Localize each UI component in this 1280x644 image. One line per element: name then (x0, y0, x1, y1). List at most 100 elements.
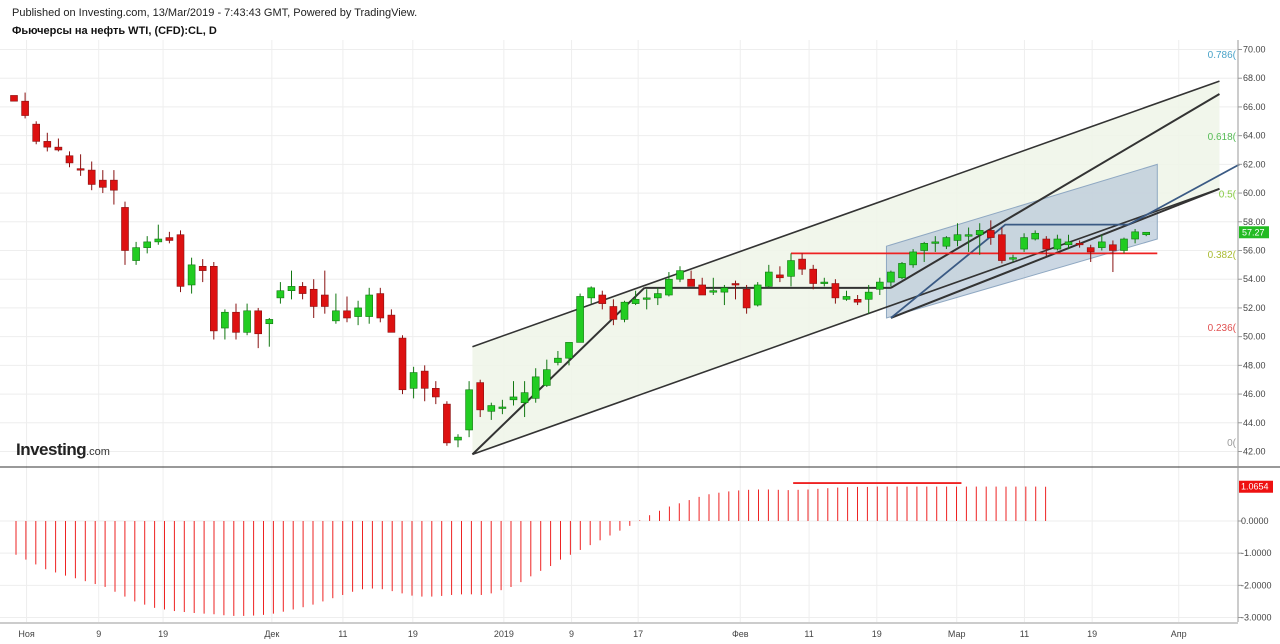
candle-body (431, 388, 440, 398)
oscillator-series (15, 482, 1047, 616)
candle-body (642, 297, 651, 300)
candle (1009, 254, 1017, 262)
candle (476, 379, 485, 418)
candle (354, 300, 362, 326)
time-tick-label: 17 (633, 629, 643, 639)
candle (676, 266, 684, 283)
candle (653, 287, 662, 306)
candle-body (1098, 241, 1106, 248)
fib-level-label: 0.5( (1219, 190, 1237, 201)
time-tick-label: Мар (948, 629, 966, 639)
candle-body (354, 307, 362, 317)
candle (776, 266, 784, 283)
candle-body (986, 230, 995, 238)
candle (831, 279, 840, 304)
candle-body (298, 286, 307, 294)
time-tick-label: 2019 (494, 629, 514, 639)
candle (742, 284, 751, 314)
candle (931, 236, 940, 252)
last-price-label: 57.27 (1242, 227, 1265, 237)
candle-body (875, 281, 884, 290)
candle-body (887, 271, 895, 283)
candle (875, 277, 884, 296)
candle-body (76, 168, 85, 171)
candle-body (620, 301, 629, 320)
candle-body (254, 310, 262, 335)
candle (431, 381, 440, 405)
time-tick-label: Дек (264, 629, 279, 639)
candle (820, 277, 829, 287)
candle (887, 270, 895, 287)
candle-body (1120, 238, 1128, 251)
candlestick-series (10, 92, 1150, 448)
candle-body (343, 310, 351, 319)
channel-line (472, 188, 1220, 456)
candle (232, 303, 240, 340)
candle (420, 365, 429, 402)
oscillator-tick-label: -2.0000 (1241, 580, 1272, 590)
channel-fill (472, 81, 1220, 455)
logo-suffix: .com (86, 446, 110, 458)
fibonacci-labels: 0.786(0.618(0.5(0.382(0.236(0( (1208, 50, 1237, 449)
candle-body (853, 299, 862, 303)
candle-body (265, 319, 274, 325)
price-tick-label: 44.00 (1243, 418, 1266, 428)
candle-body (376, 293, 385, 319)
candle (986, 220, 995, 245)
candle (587, 286, 596, 304)
candle-body (332, 310, 340, 322)
candle (243, 303, 251, 336)
candle-body (1053, 238, 1062, 250)
candle (609, 299, 618, 326)
candle (1042, 236, 1051, 257)
candle-body (731, 283, 740, 286)
candle-body (764, 271, 773, 287)
time-tick-label: 19 (158, 629, 168, 639)
candle-body (931, 241, 940, 244)
candle (687, 270, 695, 287)
candle-body (576, 296, 584, 343)
candle-body (176, 234, 185, 287)
candle (698, 277, 707, 296)
candle (298, 282, 307, 300)
price-tick-label: 70.00 (1243, 45, 1266, 55)
candle (909, 249, 917, 268)
candle (87, 161, 96, 191)
price-tick-label: 66.00 (1243, 102, 1266, 112)
candle-body (565, 342, 573, 359)
candle (554, 351, 562, 366)
candle-body (32, 123, 41, 142)
candle-body (443, 403, 451, 444)
candle-body (631, 299, 640, 304)
candle (132, 241, 140, 265)
candle (620, 300, 629, 323)
candle-body (365, 294, 374, 317)
candle (143, 236, 151, 254)
candle-body (476, 382, 485, 411)
candle (964, 227, 973, 252)
candle (1142, 231, 1150, 237)
candle (953, 223, 962, 247)
candle (287, 270, 296, 300)
candle (787, 253, 795, 287)
time-tick-label: 11 (804, 629, 813, 639)
candle-body (687, 278, 695, 287)
candle (265, 317, 274, 347)
candle (276, 282, 285, 304)
time-tick-label: 11 (1020, 629, 1029, 639)
candle (365, 287, 374, 324)
candle (65, 151, 74, 168)
candle-body (287, 286, 296, 291)
candle (798, 253, 806, 275)
candle (387, 309, 396, 333)
fib-level-label: 0.786( (1208, 50, 1237, 61)
time-tick-label: Ноя (18, 629, 35, 639)
candle (1120, 237, 1128, 254)
candle-body (964, 234, 973, 237)
wave-path (890, 163, 1240, 319)
candle-body (831, 283, 840, 299)
candle (198, 259, 207, 283)
price-tick-label: 54.00 (1243, 274, 1266, 284)
candle (542, 359, 551, 387)
candle (565, 342, 573, 366)
